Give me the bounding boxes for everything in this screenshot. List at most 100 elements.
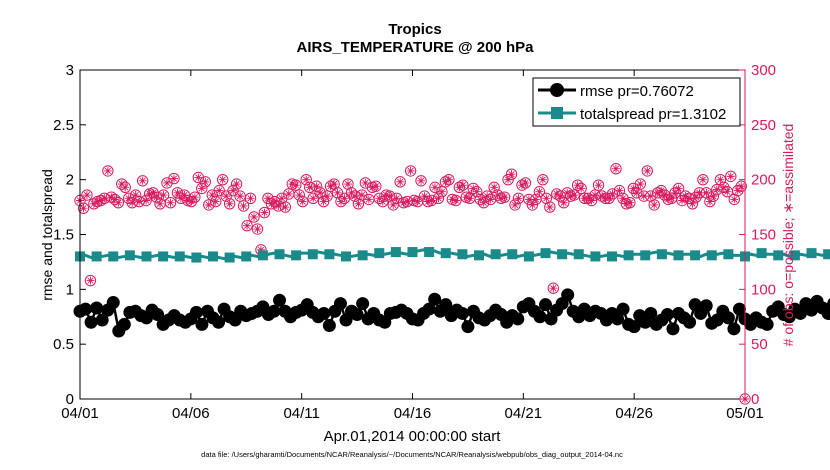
data-file-footnote: data file: /Users/gharamti/Documents/NCA… [201, 450, 623, 459]
y2-tick-label: 0 [751, 391, 759, 408]
totalspread-marker [91, 251, 102, 262]
nobs-asterisk [250, 212, 259, 221]
totalspread-marker [523, 251, 534, 262]
nobs-circle [258, 206, 271, 219]
nobs-point [512, 192, 525, 205]
nobs-circle [203, 199, 215, 211]
nobs-circle [133, 195, 145, 208]
nobs-asterisk [89, 199, 98, 208]
nobs-circle [394, 176, 406, 188]
y2-tick-label: 100 [751, 281, 776, 298]
nobs-asterisk [559, 198, 568, 207]
rmse-marker [533, 310, 547, 324]
nobs-asterisk [166, 198, 175, 207]
nobs-point [230, 178, 243, 190]
nobs-circle [157, 189, 170, 201]
y-tick-label: 0 [66, 391, 74, 408]
rmse-marker [511, 312, 525, 326]
nobs-asterisk [114, 198, 123, 207]
totalspread-marker [474, 250, 484, 261]
rmse-marker [793, 306, 807, 320]
nobs-circle [123, 192, 135, 205]
nobs-point [401, 195, 413, 208]
totalspread-marker [257, 250, 268, 261]
nobs-point [672, 182, 685, 195]
rmse-marker [821, 306, 830, 320]
nobs-point [293, 189, 305, 201]
nobs-asterisk [211, 197, 220, 206]
nobs-asterisk [448, 195, 457, 204]
nobs-point [464, 192, 476, 205]
nobs-point [140, 194, 152, 207]
nobs-circle [297, 195, 309, 208]
nobs-circle [610, 163, 622, 175]
nobs-point [471, 186, 483, 198]
x-tick-label: 04/16 [394, 405, 432, 422]
nobs-circle [102, 165, 114, 177]
nobs-circle [370, 180, 382, 192]
nobs-point [126, 196, 138, 209]
nobs-asterisk [260, 208, 269, 217]
nobs-asterisk [361, 178, 370, 187]
nobs-point [241, 220, 253, 232]
nobs-point [415, 175, 427, 187]
nobs-asterisk [382, 191, 391, 200]
nobs-asterisk [201, 177, 210, 186]
nobs-point [199, 176, 211, 188]
rmse-marker [616, 302, 630, 316]
nobs-circle [227, 184, 239, 197]
nobs-point [711, 183, 723, 196]
nobs-asterisk [225, 199, 234, 208]
nobs-asterisk [326, 182, 335, 191]
nobs-asterisk [427, 196, 436, 205]
nobs-circle [714, 173, 727, 186]
nobs-circle [634, 178, 647, 190]
nobs-asterisk [86, 276, 95, 285]
nobs-point [450, 194, 462, 207]
rmse-marker [79, 302, 93, 316]
nobs-asterisk [577, 184, 586, 193]
nobs-point [394, 176, 406, 188]
totalspread-marker [158, 251, 169, 262]
nobs-point [272, 200, 285, 212]
x-tick-label: 04/11 [283, 405, 319, 422]
totalspread-marker [324, 249, 335, 260]
nobs-circle [488, 181, 500, 194]
nobs-circle [450, 194, 462, 207]
nobs-asterisk [319, 197, 328, 206]
nobs-asterisk [594, 181, 603, 190]
nobs-point [297, 195, 309, 208]
y-tick-label: 0.5 [53, 336, 74, 353]
nobs-circle [248, 211, 260, 223]
nobs-asterisk [406, 166, 415, 175]
nobs-point [258, 206, 271, 219]
nobs-point [220, 190, 232, 202]
nobs-point [624, 196, 636, 209]
nobs-asterisk [434, 194, 443, 203]
nobs-circle [126, 196, 138, 209]
nobs-point [589, 189, 601, 201]
nobs-circle [457, 179, 469, 191]
nobs-asterisk [566, 192, 575, 201]
rmse-marker [727, 322, 741, 336]
nobs-point [290, 179, 302, 191]
rmse-marker [356, 297, 370, 311]
x-tick-label: 04/26 [615, 405, 653, 422]
nobs-circle [140, 194, 152, 207]
nobs-asterisk [330, 180, 339, 189]
nobs-asterisk [253, 225, 262, 234]
rmse-marker [721, 311, 735, 325]
nobs-point [509, 199, 521, 211]
nobs-point [227, 184, 239, 197]
nobs-asterisk [263, 194, 272, 203]
nobs-asterisk [183, 196, 192, 205]
nobs-asterisk [403, 197, 412, 206]
totalspread-marker [573, 249, 584, 260]
nobs-point [544, 201, 556, 213]
rmse-marker [212, 315, 226, 329]
nobs-point [725, 170, 737, 183]
nobs-circle [269, 195, 281, 208]
nobs-asterisk [737, 182, 746, 191]
nobs-asterisk [204, 200, 213, 209]
nobs-point [634, 178, 647, 190]
